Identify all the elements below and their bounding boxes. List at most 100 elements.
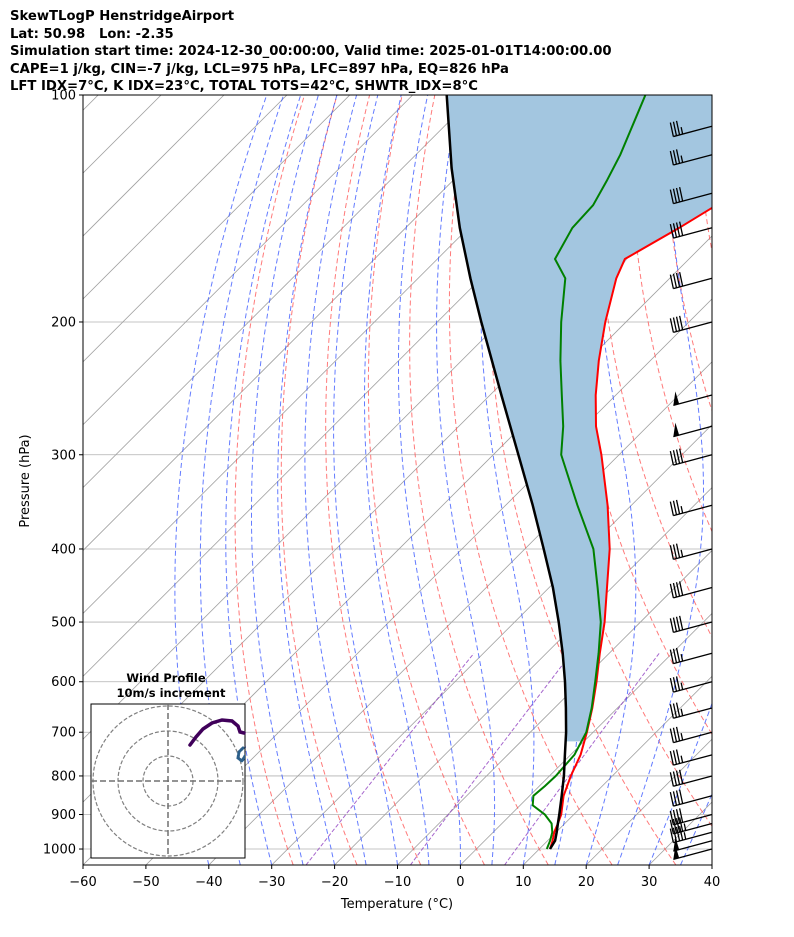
barb-feather [669, 189, 674, 204]
barb-flag [673, 391, 680, 406]
index-line: LFT IDX=7°C, K IDX=23°C, TOTAL TOTS=42°C… [10, 79, 478, 95]
wind-barb [669, 581, 713, 599]
wind-barb [669, 448, 713, 466]
barb-feather [679, 769, 684, 784]
barb-half-feather [680, 126, 684, 135]
barb-feather [679, 808, 684, 823]
isotherm-line [271, 424, 712, 865]
dry-adiabat [694, 95, 712, 254]
barb-feather [669, 274, 674, 289]
barb-half-feather [680, 155, 684, 163]
x-tick-label: −50 [132, 875, 159, 890]
moist-adiabat [251, 95, 319, 865]
barb-feather [675, 449, 681, 464]
isotherm-line [83, 95, 476, 489]
y-tick-label: 200 [51, 315, 76, 330]
barb-feather [672, 818, 678, 834]
temperature-line [549, 206, 712, 850]
barb-feather [675, 770, 681, 785]
wind-barb [669, 702, 713, 719]
cape-line: CAPE=1 j/kg, CIN=-7 j/kg, LCL=975 hPa, L… [10, 61, 509, 77]
barb-feather [679, 187, 684, 202]
isotherm-line [397, 549, 712, 865]
x-axis-ticks: −60 −50 −40 −30 −20 −10 0 10 20 30 40 [69, 865, 720, 890]
barb-feather [675, 809, 681, 824]
barb-feather [669, 583, 674, 599]
isotherm-line [711, 864, 712, 865]
isotherm-line [83, 95, 288, 300]
chart-title: SkewTLogP HenstridgeAirport [10, 9, 235, 24]
wind-barb [669, 789, 713, 807]
barb-feather [675, 582, 681, 597]
barb-feather [669, 122, 674, 137]
wind-barb [669, 499, 713, 517]
barb-feather [669, 819, 674, 834]
wind-barb [669, 543, 713, 560]
barb-staff [673, 394, 713, 407]
barb-feather [679, 271, 684, 287]
barb-half-feather [680, 708, 684, 716]
barb-feather [672, 582, 678, 598]
mixing-ratio-lines [305, 652, 660, 865]
barb-feather [672, 809, 678, 825]
barb-feather [679, 315, 684, 330]
barb-half-feather [680, 682, 684, 690]
pressure-gridlines [83, 95, 712, 850]
inset-title: Wind Profile [126, 671, 206, 685]
mixing-ratio-line [504, 652, 660, 865]
barb-feather [672, 677, 678, 692]
moist-adiabat [617, 95, 704, 865]
dewpoint-line [531, 95, 647, 850]
moist-adiabats [174, 95, 712, 865]
y-axis-ticks: 1000 900 800 700 600 500 400 300 200 100 [43, 89, 83, 858]
barb-half-feather [680, 549, 684, 557]
barb-feather [672, 317, 678, 332]
isotherm-line [334, 487, 712, 865]
barb-feather [672, 750, 678, 765]
moist-adiabat [398, 95, 461, 865]
barb-feather [675, 272, 681, 288]
barb-feather [679, 448, 684, 463]
dry-adiabat [367, 95, 485, 865]
y-tick-label: 100 [51, 89, 76, 104]
wind-profile-inset: Wind Profile 10m/s increment [90, 671, 246, 859]
barb-feather [675, 616, 681, 631]
barb-feather [679, 817, 684, 832]
barb-feather [669, 772, 674, 787]
barb-feather [672, 500, 678, 515]
wind-barb [673, 837, 713, 852]
barb-feather [675, 676, 681, 691]
y-tick-label: 900 [51, 808, 76, 823]
x-tick-label: 0 [456, 875, 464, 890]
isotherm-line [775, 95, 794, 865]
barb-feather [672, 121, 678, 136]
isotherm-line [460, 612, 712, 865]
x-tick-label: −20 [321, 875, 348, 890]
barb-feather [675, 120, 681, 136]
x-tick-label: 40 [704, 875, 721, 890]
cape-fill [446, 95, 712, 742]
wind-barb [669, 808, 713, 826]
mixing-ratio-line [409, 652, 572, 865]
barb-feather [675, 826, 681, 842]
y-tick-label: 1000 [43, 843, 76, 858]
barb-feather [675, 790, 681, 805]
hodograph-lower [236, 746, 245, 764]
wind-barb [673, 845, 713, 861]
wind-barb [669, 817, 713, 835]
wind-barb [669, 647, 713, 665]
x-tick-label: −10 [384, 875, 411, 890]
barb-feather [669, 751, 674, 766]
x-tick-label: 30 [641, 875, 658, 890]
barb-half-feather [680, 505, 684, 514]
wind-barb [669, 749, 713, 766]
barb-feather [672, 791, 678, 806]
barb-feather [675, 818, 681, 833]
barb-feather [672, 188, 678, 203]
barb-feather [672, 223, 678, 238]
barb-feather [672, 450, 678, 465]
barb-feather [672, 827, 678, 842]
barb-feather [672, 273, 678, 288]
barb-flag [673, 837, 680, 852]
wind-barb [669, 726, 713, 744]
